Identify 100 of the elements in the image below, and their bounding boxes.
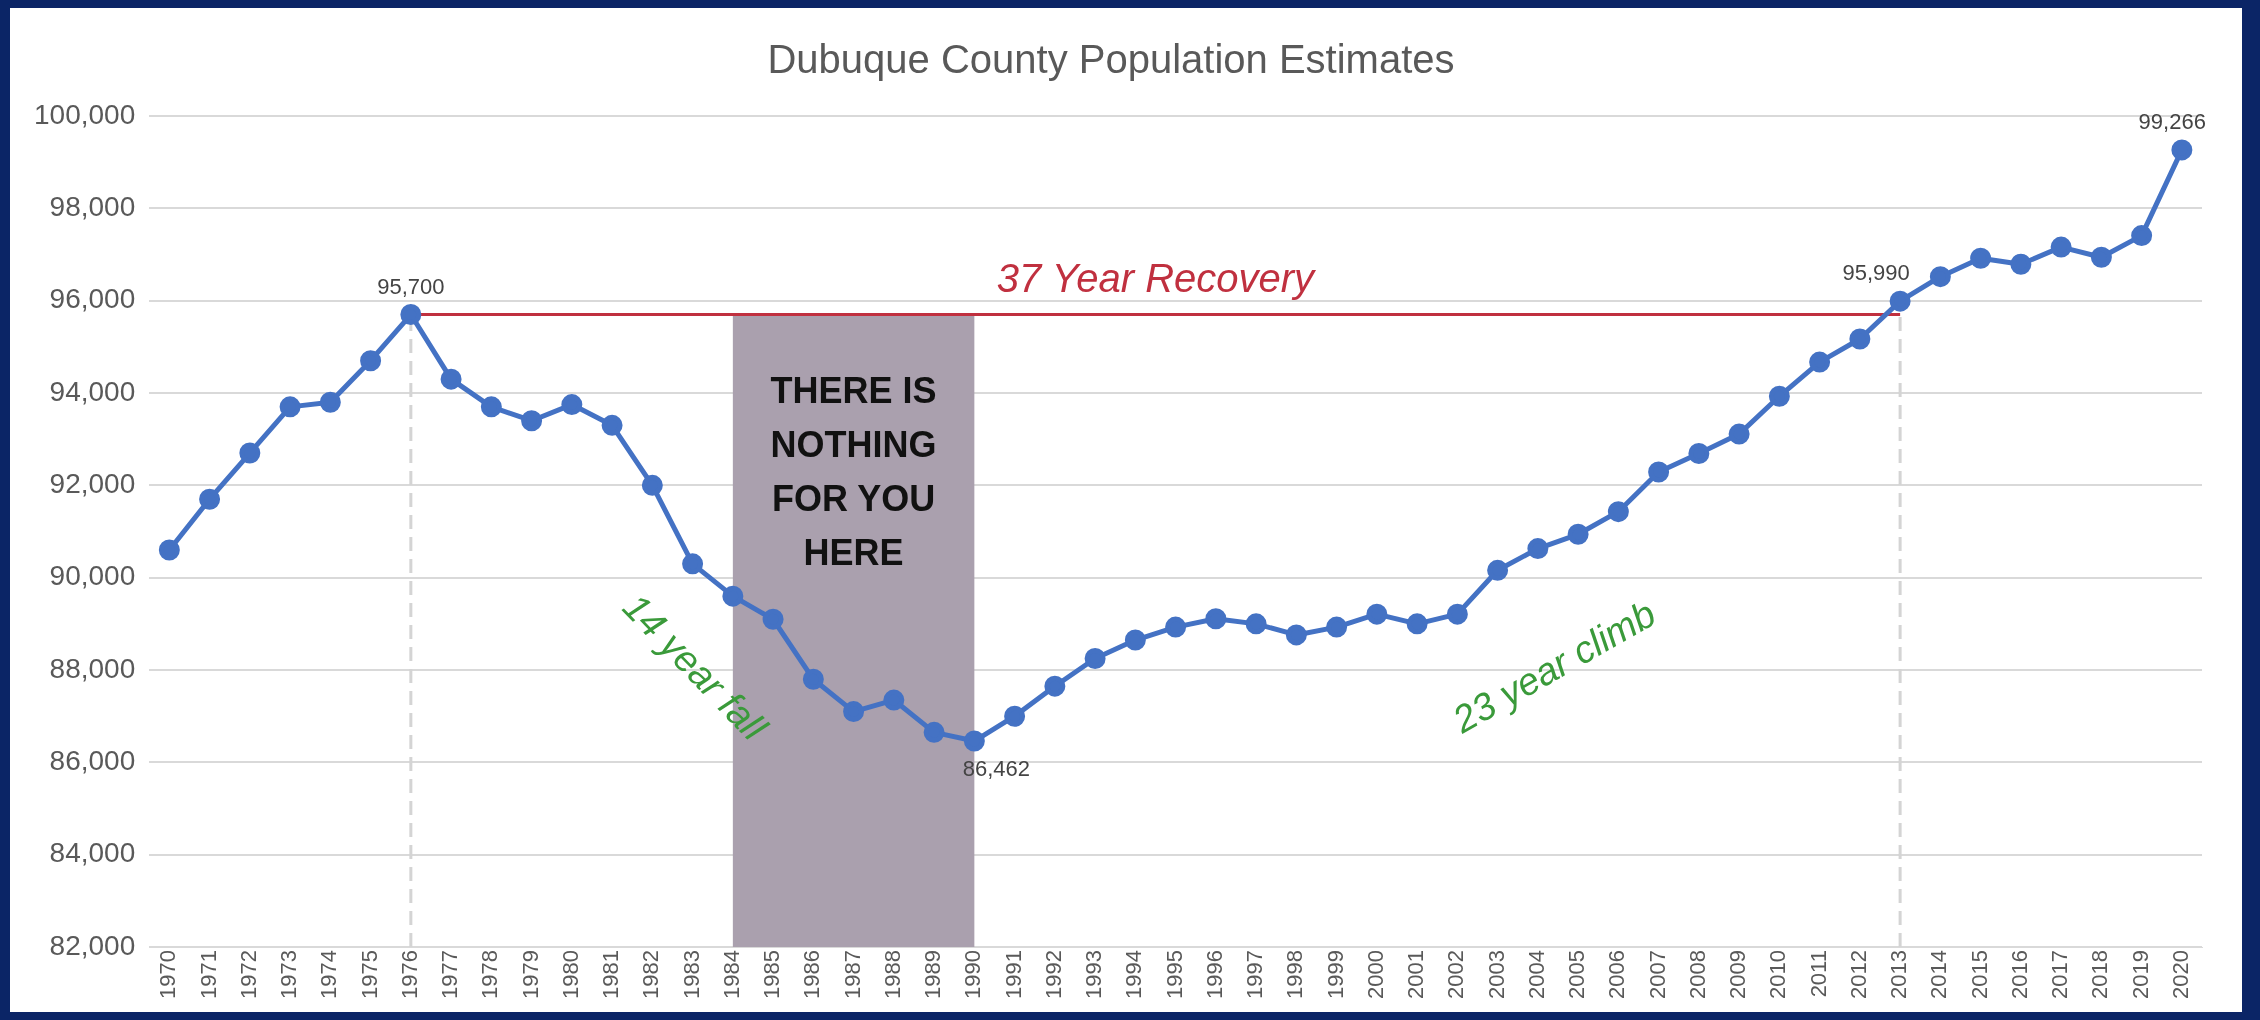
point [1326,616,1348,638]
x-tick-label: 2002 [1443,950,1469,1000]
x-tick-label: 1974 [316,950,342,1000]
x-tick-label: 1999 [1322,950,1348,1000]
x-tick-label: 2012 [1845,950,1871,1000]
point [682,553,704,575]
point [883,689,905,711]
data-label: 95,700 [377,273,445,299]
x-tick-label: 1985 [759,950,785,1000]
x-tick-label: 1978 [477,950,503,1000]
x-tick-label: 1988 [879,950,905,1000]
y-tick-label: 88,000 [49,652,136,684]
point [923,721,945,743]
point [843,701,865,723]
x-tick-label: 1981 [598,950,624,1000]
point [360,350,382,372]
annotation: 23 year climb [1444,592,1663,742]
point [601,414,623,436]
y-tick-label: 84,000 [49,837,136,869]
point [2010,253,2032,275]
x-tick-label: 2009 [1725,950,1751,1000]
x-tick-label: 2014 [1926,950,1952,1000]
point [1044,675,1066,697]
x-tick-label: 2006 [1604,950,1630,1000]
x-tick-label: 1971 [195,950,221,1000]
point [1607,501,1629,523]
point [722,585,744,607]
point [1004,705,1026,727]
x-tick-label: 2004 [1523,950,1549,1000]
y-tick-label: 92,000 [49,468,136,500]
ref-line-label: 37 Year Recovery [996,255,1318,300]
x-tick-label: 2000 [1362,950,1388,1000]
point [561,394,583,416]
point [1124,629,1146,651]
point [239,442,261,464]
x-tick-label: 1982 [638,950,664,1000]
x-tick-label: 2015 [1966,950,1992,1000]
x-tick-label: 1991 [1000,950,1026,1000]
point [440,368,462,390]
x-tick-label: 1998 [1282,950,1308,1000]
point [1929,266,1951,288]
x-tick-label: 2011 [1805,950,1831,998]
band-label: THERE IS NOTHING FOR YOU HERE [770,370,937,574]
chart-title: Dubuque County Population Estimates [767,37,1455,82]
y-tick-label: 82,000 [49,929,136,961]
x-tick-label: 1973 [276,950,302,1000]
point [1245,613,1267,635]
point [199,488,221,510]
x-tick-label: 1996 [1201,950,1227,1000]
point [158,539,180,561]
point [802,668,824,690]
y-tick-label: 98,000 [49,191,136,223]
x-tick-label: 1976 [396,950,422,1000]
x-tick-label: 2016 [2006,950,2032,1000]
point [1648,461,1670,483]
point [1768,385,1790,407]
x-tick-label: 1987 [839,950,865,1000]
x-tick-label: 2001 [1403,950,1429,1000]
x-tick-label: 1979 [517,950,543,1000]
x-tick-label: 2005 [1564,950,1590,1000]
point [762,608,784,630]
x-tick-label: 2003 [1483,950,1509,1000]
point [1205,608,1227,630]
point [319,391,341,413]
x-tick-label: 2017 [2047,950,2073,1000]
point [1889,290,1911,312]
point [1809,351,1831,373]
point [1366,603,1388,625]
point [480,396,502,418]
point [1285,624,1307,646]
x-tick-label: 1992 [1040,950,1066,1000]
point [1406,613,1428,635]
point [1084,648,1106,669]
x-tick-label: 1997 [1242,950,1268,1000]
x-tick-label: 1995 [1161,950,1187,1000]
point [2171,139,2193,161]
x-tick-label: 2010 [1765,950,1791,1000]
point [2050,236,2072,258]
annotation: 14 year fall [615,585,776,750]
point [1446,603,1468,625]
y-tick-label: 100,000 [33,98,136,130]
point [279,396,301,418]
x-tick-label: 1989 [920,950,946,1000]
point [1165,616,1187,638]
y-tick-label: 94,000 [49,375,136,407]
point [521,410,543,432]
point [1527,538,1549,560]
y-tick-label: 86,000 [49,745,136,777]
x-tick-label: 1984 [718,950,744,1000]
x-tick-label: 2020 [2167,950,2193,1000]
point [2131,225,2153,247]
x-tick-label: 1977 [437,950,463,1000]
data-label: 95,990 [1842,260,1910,286]
x-tick-label: 1980 [557,950,583,1000]
point [1970,247,1992,269]
point [1688,443,1710,464]
x-tick-label: 1970 [155,950,181,1000]
y-tick-label: 96,000 [49,283,136,315]
x-tick-label: 1990 [960,950,986,1000]
x-tick-label: 2007 [1644,950,1670,1000]
